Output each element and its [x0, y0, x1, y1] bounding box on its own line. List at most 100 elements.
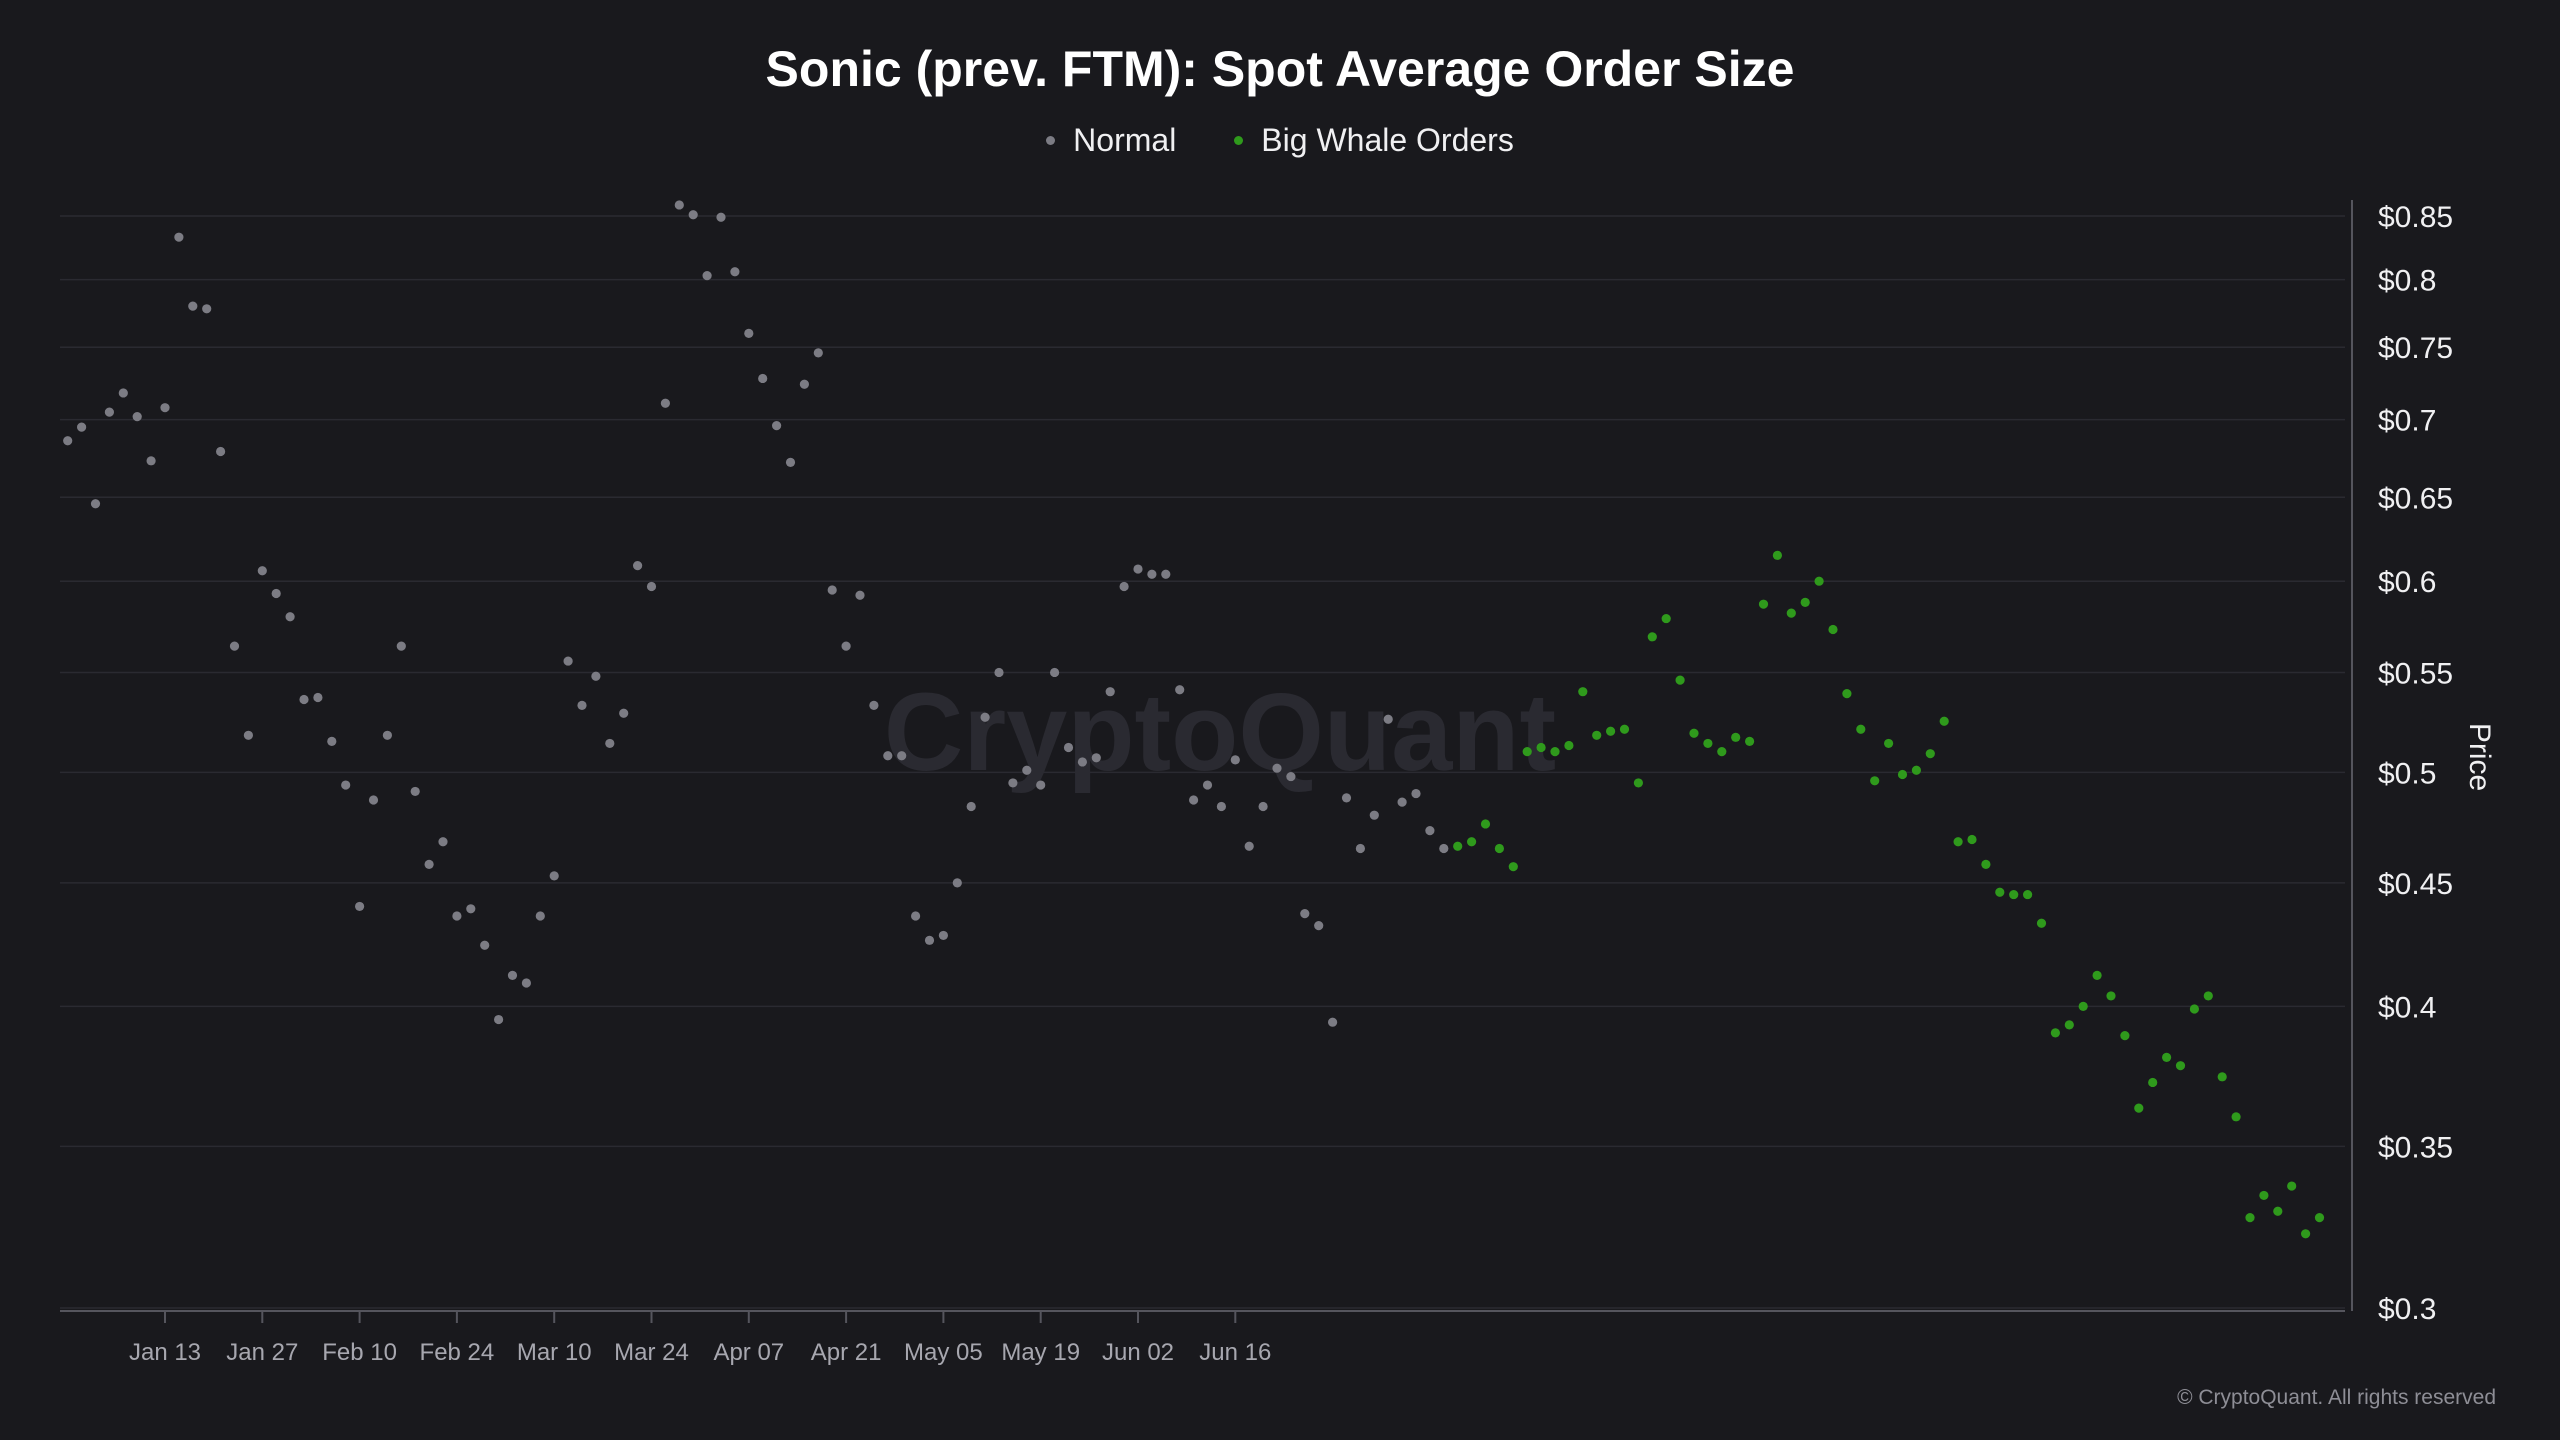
data-point[interactable] — [202, 304, 212, 314]
data-point[interactable] — [2092, 970, 2102, 980]
data-point[interactable] — [146, 456, 156, 466]
data-point[interactable] — [1508, 862, 1518, 872]
data-point[interactable] — [1050, 667, 1060, 678]
data-point[interactable] — [1272, 763, 1282, 773]
data-point[interactable] — [104, 407, 114, 417]
data-point[interactable] — [2189, 1004, 2199, 1014]
data-point[interactable] — [2064, 1020, 2074, 1030]
data-point[interactable] — [1453, 841, 1463, 851]
data-point[interactable] — [813, 348, 823, 358]
data-point[interactable] — [1411, 788, 1421, 799]
data-point[interactable] — [118, 388, 128, 398]
data-point[interactable] — [1842, 689, 1852, 699]
data-point[interactable] — [410, 786, 420, 797]
data-point[interactable] — [480, 940, 490, 950]
data-point[interactable] — [507, 970, 518, 980]
data-point[interactable] — [952, 878, 962, 888]
data-point[interactable] — [257, 566, 267, 576]
data-point[interactable] — [1550, 747, 1560, 757]
data-point[interactable] — [1939, 716, 1949, 726]
data-point[interactable] — [2314, 1213, 2325, 1223]
data-point[interactable] — [688, 210, 698, 220]
data-point[interactable] — [1758, 599, 1769, 609]
data-point[interactable] — [438, 837, 448, 847]
data-point[interactable] — [1383, 714, 1393, 724]
data-point[interactable] — [1703, 738, 1713, 749]
data-point[interactable] — [966, 801, 976, 812]
data-point[interactable] — [1592, 730, 1602, 740]
data-point[interactable] — [77, 422, 87, 432]
data-point[interactable] — [1480, 819, 1491, 829]
data-point[interactable] — [911, 911, 921, 921]
data-point[interactable] — [2120, 1030, 2130, 1041]
data-point[interactable] — [1717, 747, 1727, 757]
data-point[interactable] — [271, 588, 281, 599]
data-point[interactable] — [1828, 624, 1838, 635]
data-point[interactable] — [799, 379, 810, 389]
data-point[interactable] — [883, 751, 893, 761]
data-point[interactable] — [1202, 780, 1213, 790]
legend-item-normal[interactable]: Normal — [1046, 122, 1176, 159]
data-point[interactable] — [1189, 795, 1199, 805]
data-point[interactable] — [2009, 889, 2019, 900]
data-point[interactable] — [2148, 1077, 2158, 1088]
data-point[interactable] — [2273, 1206, 2283, 1216]
data-point[interactable] — [1647, 632, 1657, 642]
data-point[interactable] — [924, 935, 935, 945]
data-point[interactable] — [535, 911, 545, 921]
data-point[interactable] — [2301, 1229, 2311, 1239]
data-point[interactable] — [313, 692, 323, 703]
data-point[interactable] — [368, 795, 379, 805]
data-point[interactable] — [1216, 801, 1226, 812]
data-point[interactable] — [1341, 793, 1352, 803]
data-point[interactable] — [521, 978, 532, 988]
data-point[interactable] — [2287, 1181, 2297, 1191]
data-point[interactable] — [1467, 837, 1477, 847]
data-point[interactable] — [1133, 564, 1143, 574]
data-point[interactable] — [897, 751, 907, 761]
data-point[interactable] — [1494, 843, 1504, 854]
data-point[interactable] — [1731, 732, 1741, 742]
data-point[interactable] — [1870, 776, 1880, 786]
data-point[interactable] — [1661, 613, 1671, 624]
data-point[interactable] — [1772, 550, 1782, 560]
data-point[interactable] — [772, 420, 782, 431]
data-point[interactable] — [1439, 843, 1449, 854]
data-point[interactable] — [1675, 675, 1685, 685]
data-point[interactable] — [2078, 1001, 2088, 1011]
data-point[interactable] — [1314, 921, 1324, 931]
data-point[interactable] — [1425, 825, 1435, 836]
data-point[interactable] — [2217, 1072, 2227, 1082]
data-point[interactable] — [2023, 889, 2033, 900]
data-point[interactable] — [355, 901, 365, 912]
data-point[interactable] — [1564, 740, 1574, 751]
data-point[interactable] — [1981, 859, 1991, 869]
data-point[interactable] — [1147, 569, 1157, 579]
data-point[interactable] — [633, 561, 643, 571]
data-point[interactable] — [744, 328, 754, 338]
data-point[interactable] — [382, 730, 392, 740]
data-point[interactable] — [2050, 1028, 2060, 1038]
data-point[interactable] — [1633, 778, 1643, 788]
data-point[interactable] — [1161, 569, 1171, 579]
data-point[interactable] — [591, 671, 601, 681]
data-point[interactable] — [1925, 749, 1935, 759]
data-point[interactable] — [1397, 797, 1407, 807]
data-point[interactable] — [702, 271, 712, 281]
data-point[interactable] — [160, 403, 170, 413]
data-point[interactable] — [424, 859, 434, 869]
data-point[interactable] — [605, 738, 615, 749]
data-point[interactable] — [785, 457, 796, 467]
data-point[interactable] — [730, 267, 740, 277]
data-point[interactable] — [1105, 687, 1115, 697]
data-point[interactable] — [2175, 1061, 2186, 1071]
data-point[interactable] — [1884, 738, 1894, 749]
data-point[interactable] — [1258, 801, 1268, 812]
data-point[interactable] — [452, 911, 462, 921]
data-point[interactable] — [1286, 771, 1296, 782]
data-point[interactable] — [1911, 765, 1921, 775]
data-point[interactable] — [396, 641, 406, 651]
data-point[interactable] — [1369, 810, 1379, 820]
data-point[interactable] — [1689, 728, 1699, 738]
data-point[interactable] — [660, 398, 671, 408]
